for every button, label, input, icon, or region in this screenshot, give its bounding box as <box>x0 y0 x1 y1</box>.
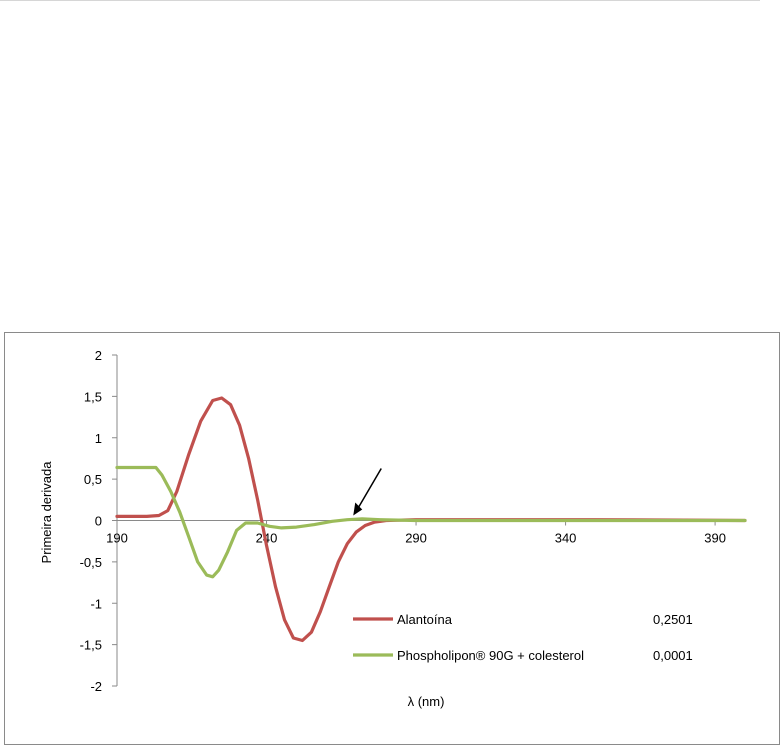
x-tick-label: 390 <box>704 531 726 546</box>
series-line-phospholipon-colesterol <box>115 465 747 579</box>
annotation-layer <box>353 468 382 516</box>
x-tick-label: 290 <box>405 531 427 546</box>
legend-label: Phospholipon® 90G + colesterol <box>397 648 584 663</box>
x-tick-label: 190 <box>106 531 128 546</box>
y-axis-title: Primeira derivada <box>39 461 54 564</box>
y-tick-label: 2 <box>95 348 102 363</box>
legend-value: 0,0001 <box>653 648 693 663</box>
y-tick-label: 0 <box>95 514 102 529</box>
y-tick-label: 1,5 <box>84 389 102 404</box>
x-tick-label: 340 <box>555 531 577 546</box>
y-tick-label: 0,5 <box>84 472 102 487</box>
x-axis-title: λ (nm) <box>408 694 445 709</box>
y-tick-label: 1 <box>95 431 102 446</box>
legend-label: Alantoína <box>397 612 453 627</box>
legend: Alantoína 0,2501 Phospholipon® 90G + coles… <box>353 612 693 663</box>
y-tick-label: -0,5 <box>80 555 102 570</box>
annotation-arrow-line <box>356 468 382 510</box>
legend-value: 0,2501 <box>653 612 693 627</box>
chart-frame: 2 1,5 1 0,5 0 -0,5 -1 -1,5 -2 190 240 290 340 390 Ala… <box>4 332 780 745</box>
y-tick-label: -2 <box>90 679 102 694</box>
y-tick-label: -1 <box>90 596 102 611</box>
top-separator-line <box>0 0 760 1</box>
y-tick-label: -1,5 <box>80 638 102 653</box>
annotation-arrow-head <box>353 502 363 516</box>
series-layer <box>115 396 747 643</box>
